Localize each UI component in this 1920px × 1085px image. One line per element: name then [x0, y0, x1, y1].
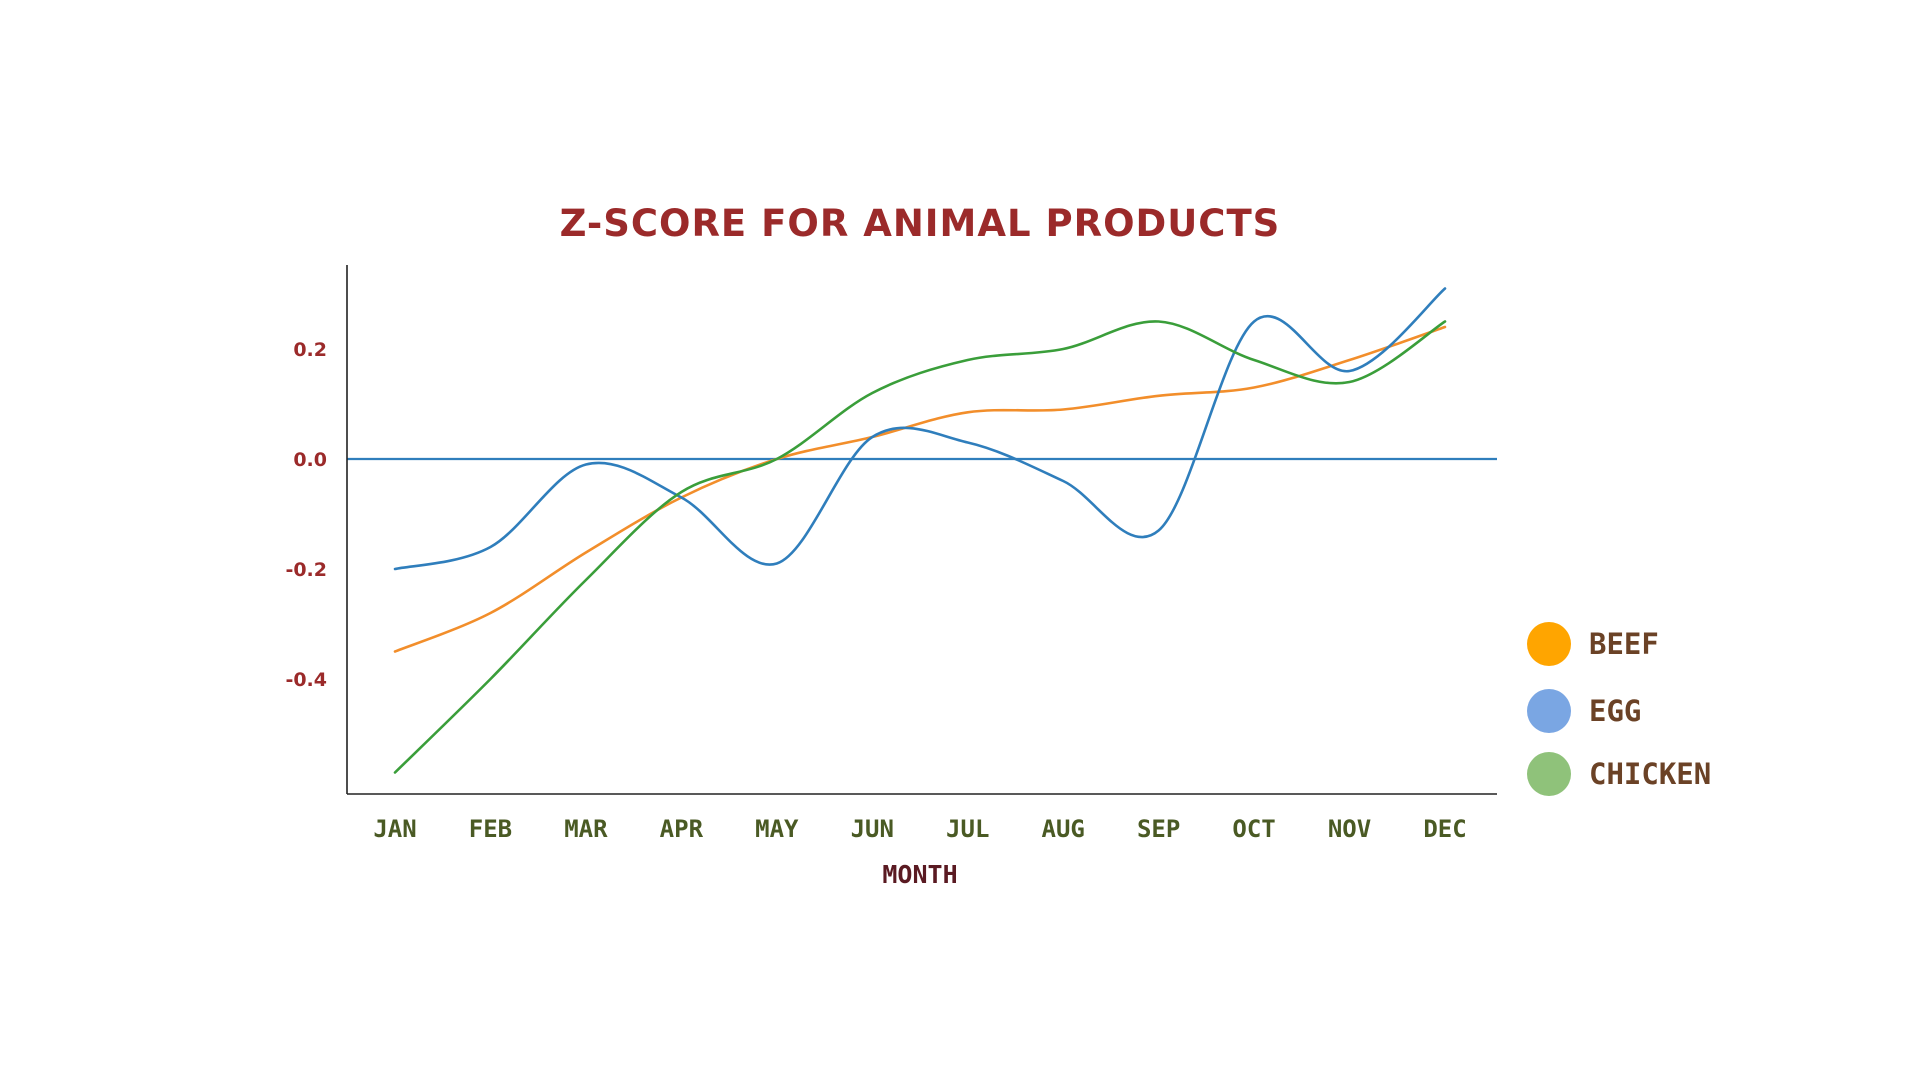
x-tick-label: JUL [946, 815, 989, 843]
y-tick-labels: 0.2 0.0 -0.2 -0.4 [285, 339, 327, 691]
legend-label-beef: BEEF [1589, 627, 1659, 661]
x-tick-labels: JAN FEB MAR APR MAY JUN JUL AUG SEP OCT NOV DEC [373, 815, 1466, 843]
x-tick-label: MAR [564, 815, 608, 843]
legend-swatch-chicken [1527, 752, 1571, 796]
legend-label-chicken: CHICKEN [1589, 757, 1711, 791]
x-tick-label: AUG [1042, 815, 1085, 843]
x-tick-label: NOV [1328, 815, 1371, 843]
x-tick-label: FEB [469, 815, 512, 843]
series-line-chicken [393, 320, 1447, 774]
axes [346, 265, 1497, 795]
legend: BEEF EGG CHICKEN [1527, 622, 1711, 796]
x-axis-label: MONTH [882, 860, 957, 889]
x-tick-label: JAN [373, 815, 416, 843]
x-tick-label: DEC [1423, 815, 1466, 843]
x-tick-label: OCT [1232, 815, 1275, 843]
legend-swatch-egg [1527, 689, 1571, 733]
legend-item-egg: EGG [1527, 689, 1641, 733]
series-line-egg [393, 287, 1447, 571]
y-tick-label: -0.2 [285, 559, 327, 581]
x-tick-label: JUN [851, 815, 894, 843]
legend-swatch-beef [1527, 622, 1571, 666]
x-tick-label: SEP [1137, 815, 1180, 843]
legend-label-egg: EGG [1589, 694, 1641, 728]
y-tick-label: -0.4 [285, 669, 327, 691]
x-tick-label: APR [660, 815, 704, 843]
legend-item-beef: BEEF [1527, 622, 1659, 666]
series-lines [393, 287, 1447, 774]
x-tick-label: MAY [755, 815, 799, 843]
chart-title: Z-SCORE FOR ANIMAL PRODUCTS [560, 202, 1281, 245]
series-line-beef [393, 325, 1447, 653]
y-tick-label: 0.2 [293, 339, 327, 361]
y-tick-label: 0.0 [293, 449, 327, 471]
legend-item-chicken: CHICKEN [1527, 752, 1711, 796]
